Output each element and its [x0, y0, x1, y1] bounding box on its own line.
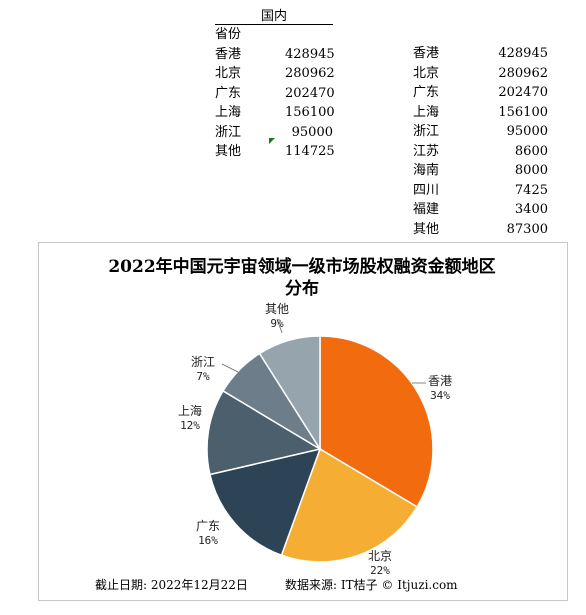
right-table-row: 福建 3400 [413, 200, 548, 220]
right-table-region-cell: 江苏 [413, 143, 440, 159]
right-data-table: 香港 428945 北京 280962 广东 202470 上海 156100 浙江 95000 江… [413, 44, 548, 239]
left-table-region-cell: 广东 [215, 85, 242, 101]
right-table-value-cell: 87300 [506, 221, 548, 237]
left-table-region-cell: 浙江 [215, 124, 242, 140]
slice-category-label: 北京 [368, 549, 392, 563]
right-table-row: 浙江 95000 [413, 122, 548, 142]
column-header-row: 省份 [215, 25, 333, 45]
slice-percent-label: 12% [180, 419, 200, 432]
right-table-region-cell: 海南 [413, 163, 440, 178]
left-table-value-cell: 95000 [291, 124, 333, 140]
left-table-region-cell: 香港 [215, 46, 242, 62]
slice-percent-label: 16% [198, 534, 218, 547]
pie-slice-6[interactable] [258, 335, 321, 452]
left-table-row: 其他 114725 [215, 142, 335, 162]
right-table-row: 广东 202470 [413, 83, 548, 103]
right-table-value-cell: 7425 [514, 182, 548, 198]
left-table-region-cell: 北京 [215, 66, 242, 81]
left-table-rows: 香港 428945 北京 280962 广东 202470 上海 156100 浙江 95000 其… [215, 45, 335, 162]
right-table-region-cell: 上海 [413, 104, 440, 120]
slice-percent-label: 22% [370, 564, 390, 577]
left-table-row: 香港 428945 [215, 45, 335, 65]
group-header: 国内 [215, 7, 333, 25]
pie-slice-1[interactable] [319, 335, 434, 508]
left-table-value-cell: 156100 [285, 105, 335, 120]
right-table-row: 上海 156100 [413, 103, 548, 123]
slice-category-label: 上海 [178, 403, 202, 418]
chart-title-line-1: 2022年中国元宇宙领域一级市场股权融资金额地区 [108, 257, 496, 277]
slice-category-label: 其他 [265, 302, 289, 316]
pie-slice-4[interactable] [206, 389, 322, 476]
group-header-label: 国内 [260, 9, 287, 24]
chart-title-line-2: 分布 [285, 279, 319, 299]
right-table-row: 香港 428945 [413, 44, 548, 64]
left-table-value-cell: 202470 [285, 85, 335, 101]
slice-percent-label: 34% [430, 389, 450, 402]
left-table-value-cell: 114725 [285, 144, 335, 159]
slice-category-label: 浙江 [191, 355, 215, 369]
left-table-row: 北京 280962 [215, 64, 335, 84]
right-table-region-cell: 北京 [413, 65, 440, 81]
footer-date: 截止日期: 2022年12月22日 [95, 578, 248, 592]
left-table-value-cell: 428945 [285, 46, 335, 62]
left-table-row: 广东 202470 [215, 84, 335, 104]
right-table-row: 四川 7425 [413, 181, 548, 201]
footer-source: 数据来源: IT桔子 © Itjuzi.com [285, 578, 458, 592]
right-table-region-cell: 香港 [413, 46, 440, 61]
province-column-header: 省份 [215, 27, 242, 42]
pie-slice-2[interactable] [280, 447, 419, 563]
left-data-table: 国内 省份 香港 428945 北京 280962 广东 202470 上海 156100 浙江… [215, 7, 335, 162]
right-table-value-cell: 156100 [498, 104, 548, 120]
pie-slice-3[interactable] [209, 447, 322, 557]
right-table-row: 江苏 8600 [413, 142, 548, 162]
right-table-region-cell: 四川 [413, 182, 440, 198]
right-table-value-cell: 3400 [514, 202, 548, 217]
right-table-row: 其他 87300 [413, 220, 548, 240]
leader-line-6 [276, 318, 283, 334]
right-table-region-cell: 其他 [413, 221, 440, 237]
slice-percent-label: 9% [270, 317, 284, 330]
left-table-value-cell: 280962 [285, 66, 335, 81]
left-table-row: 浙江 95000 [215, 123, 333, 143]
chart-title: 2022年中国元宇宙领域一级市场股权融资金额地区 分布 [40, 256, 564, 300]
cell-comment-flag-icon [269, 138, 275, 144]
slice-category-label: 广东 [196, 519, 220, 533]
right-table-row: 海南 8000 [413, 161, 548, 181]
right-table-region-cell: 浙江 [413, 124, 440, 139]
right-table-value-cell: 8000 [514, 163, 548, 178]
left-table-row: 上海 156100 [215, 103, 335, 123]
leader-line-5 [221, 363, 239, 373]
slice-percent-label: 7% [196, 370, 210, 383]
right-table-row: 北京 280962 [413, 64, 548, 84]
right-table-value-cell: 8600 [514, 143, 548, 159]
left-table-region-cell: 上海 [215, 105, 242, 120]
left-table-region-cell: 其他 [215, 144, 242, 159]
right-table-region-cell: 福建 [413, 202, 440, 217]
slice-category-label: 香港 [428, 374, 452, 388]
right-table-rows: 香港 428945 北京 280962 广东 202470 上海 156100 浙江 95000 江… [413, 44, 548, 239]
right-table-region-cell: 广东 [413, 85, 440, 100]
right-table-value-cell: 428945 [498, 46, 548, 61]
right-table-value-cell: 280962 [498, 65, 548, 81]
right-table-value-cell: 95000 [506, 124, 548, 139]
right-table-value-cell: 202470 [498, 85, 548, 100]
